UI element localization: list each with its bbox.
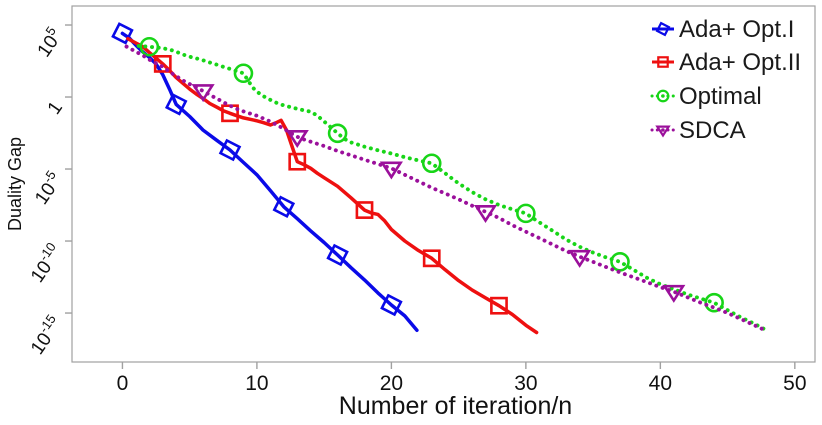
plot-frame: [71, 5, 816, 363]
diamond-marker: [326, 243, 349, 267]
series-line-sdca: [124, 44, 768, 333]
legend-label: SDCA: [679, 117, 746, 144]
x-tick-label: 10: [245, 372, 268, 395]
x-tick-label: 20: [380, 372, 403, 395]
x-axis-label: Number of iteration/n: [339, 392, 572, 420]
legend-item-optimal: Optimal: [650, 83, 762, 110]
triangle-down-marker: [655, 125, 671, 138]
x-tick-label: 50: [783, 372, 806, 395]
circle-marker: [656, 89, 670, 103]
square-marker: [288, 152, 307, 171]
triangle-down-marker: [379, 161, 403, 180]
legend-item-sdca: SDCA: [650, 117, 746, 144]
y-tick-label: 10-5: [28, 168, 67, 209]
legend: Ada+ Opt.I Ada+ Opt.II Optimal SDCA: [650, 16, 801, 144]
triangle-down-marker: [568, 249, 592, 268]
diamond-marker: [111, 22, 134, 45]
circle-marker: [327, 123, 348, 144]
diamond-marker: [218, 138, 242, 162]
circle-marker: [233, 63, 254, 84]
square-marker: [657, 56, 669, 68]
x-tick-label: 30: [514, 372, 537, 395]
diamond-marker: [272, 195, 296, 219]
y-tick-label: 1: [44, 98, 67, 119]
triangle-down-marker: [473, 204, 498, 223]
diamond-marker: [655, 21, 671, 37]
legend-center-dot: [661, 128, 665, 132]
legend-label: Ada+ Opt.I: [679, 16, 794, 43]
triangle-down-marker: [191, 84, 215, 103]
legend-item-ada-opt1: Ada+ Opt.I: [652, 16, 794, 43]
triangle-down-marker: [285, 129, 309, 148]
x-tick-label: 40: [649, 372, 672, 395]
circle-marker: [421, 153, 442, 174]
y-axis-label: Duality Gap: [5, 137, 25, 231]
y-tick-label: 105: [30, 24, 67, 62]
circle-marker: [139, 36, 160, 57]
circle-marker: [610, 251, 630, 272]
square-marker: [422, 249, 441, 268]
x-tick-label: 0: [117, 372, 129, 395]
circle-marker: [516, 203, 536, 224]
square-marker: [490, 296, 508, 315]
series-line-optimal: [136, 43, 768, 332]
legend-center-dot: [661, 94, 665, 98]
diamond-marker: [380, 293, 403, 317]
series-line-ada-opt1: [120, 31, 419, 333]
y-tick-label: 10-15: [24, 312, 67, 359]
legend-item-ada-opt2: Ada+ Opt.II: [652, 49, 801, 76]
legend-label: Ada+ Opt.II: [679, 49, 801, 76]
legend-label: Optimal: [679, 83, 762, 110]
circle-marker: [704, 292, 724, 313]
square-marker: [355, 201, 374, 219]
triangle-down-marker: [662, 284, 686, 303]
y-tick-label: 10-10: [24, 240, 67, 287]
diamond-marker: [164, 93, 188, 116]
